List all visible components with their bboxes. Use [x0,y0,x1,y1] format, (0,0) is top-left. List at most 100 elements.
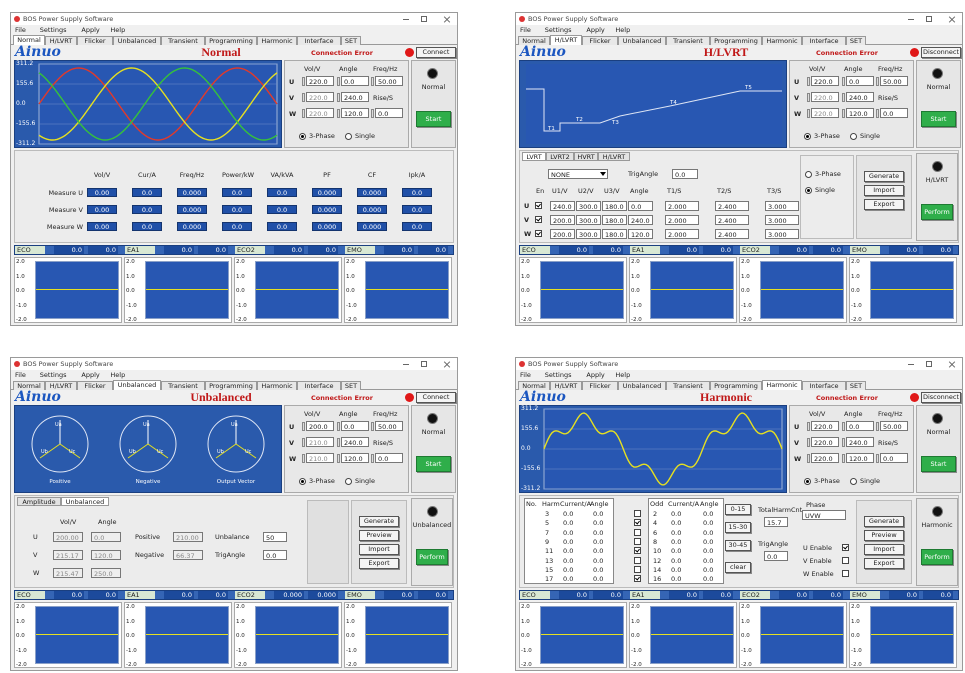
menu-item[interactable]: Settings [544,26,572,34]
spinner[interactable] [302,438,305,447]
spinner[interactable] [842,454,845,463]
tab[interactable]: Programming [205,381,257,390]
subtab[interactable]: H/LVRT [598,152,630,161]
input-box[interactable]: 240.0 [846,92,874,102]
spinner[interactable] [876,77,879,86]
button[interactable]: Generate [864,171,904,182]
menu-item[interactable]: Help [110,371,126,379]
checkbox[interactable] [634,565,641,573]
tab[interactable]: Interface [297,36,341,45]
maximize-button[interactable] [421,361,427,367]
select[interactable]: UVW [802,510,846,520]
action-button[interactable]: Start [416,456,451,472]
spinner[interactable] [371,454,374,463]
button[interactable]: Preview [864,530,904,541]
subtab[interactable]: HVRT [574,152,598,161]
spinner[interactable] [371,422,374,431]
button[interactable]: Export [864,199,904,210]
menu-item[interactable]: Apply [586,371,605,379]
tab[interactable]: Programming [710,36,762,45]
tab[interactable]: Normal [518,36,550,45]
input-box[interactable]: 0.0 [375,453,403,463]
input-box[interactable]: 2.000 [665,229,699,239]
input-box[interactable]: 66.37 [173,550,203,560]
tab[interactable]: Normal [13,35,45,45]
tab[interactable]: H/LVRT [45,36,77,45]
input-box[interactable]: 210.00 [173,532,203,542]
tab[interactable]: Unbalanced [113,36,161,45]
tab[interactable]: Transient [161,36,205,45]
action-button[interactable]: Start [416,111,451,127]
subtab[interactable]: LVRT2 [546,152,574,161]
tab[interactable]: Transient [161,381,205,390]
input-box[interactable]: 220.0 [306,108,334,118]
input-box[interactable]: 200.0 [306,421,334,431]
input-box[interactable]: 220.0 [811,453,839,463]
spinner[interactable] [807,422,810,431]
tab[interactable]: Interface [802,381,846,390]
input-box[interactable]: 0.0 [628,201,653,211]
spinner[interactable] [371,77,374,86]
input-box[interactable]: 200.0 [550,215,575,225]
input-box[interactable]: 220.0 [811,76,839,86]
input-box[interactable]: 15.7 [764,517,788,527]
tab[interactable]: Harmonic [257,381,297,390]
checkbox[interactable] [634,556,641,564]
minimize-button[interactable] [403,19,409,20]
subtab[interactable]: LVRT [522,152,546,161]
input-box[interactable]: 0.0 [764,551,788,561]
tab[interactable]: SET [846,381,866,390]
menu-item[interactable]: Settings [39,26,67,34]
input-box[interactable]: 0.0 [375,108,403,118]
button[interactable]: Import [864,185,904,196]
tab[interactable]: H/LVRT [45,381,77,390]
tab[interactable]: Harmonic [762,380,802,390]
spinner[interactable] [302,454,305,463]
input-box[interactable]: 120.0 [341,108,369,118]
spinner[interactable] [337,438,340,447]
tab[interactable]: Flicker [77,36,113,45]
input-box[interactable]: 50 [263,532,287,542]
checkbox[interactable] [634,537,641,545]
input-box[interactable]: 2.400 [715,201,749,211]
tab[interactable]: Flicker [582,381,618,390]
button[interactable]: Disconnect [921,47,961,58]
menu-item[interactable]: Help [615,26,631,34]
radio[interactable] [850,133,857,140]
input-box[interactable]: 3.000 [765,229,799,239]
select[interactable]: NONE [548,169,608,179]
button[interactable]: Disconnect [921,392,961,403]
menu-item[interactable]: Apply [586,26,605,34]
checkbox[interactable] [634,510,641,517]
checkbox[interactable] [535,216,542,223]
tab[interactable]: Transient [666,36,710,45]
subtab[interactable]: Amplitude [17,497,61,506]
tab[interactable]: Interface [802,36,846,45]
checkbox[interactable] [535,202,542,209]
input-box[interactable]: 250.0 [91,568,121,578]
spinner[interactable] [876,454,879,463]
button[interactable]: Generate [359,516,399,527]
button[interactable]: Connect [416,392,456,403]
spinner[interactable] [807,438,810,447]
spinner[interactable] [302,109,305,118]
button[interactable]: 30-45 [725,540,751,551]
input-box[interactable]: 0.0 [846,421,874,431]
spinner[interactable] [807,93,810,102]
spinner[interactable] [842,438,845,447]
tab[interactable]: H/LVRT [550,381,582,390]
button[interactable]: clear [725,562,751,573]
input-box[interactable]: 0.0 [846,76,874,86]
tab[interactable]: Harmonic [762,36,802,45]
button[interactable]: Generate [864,516,904,527]
spinner[interactable] [807,77,810,86]
spinner[interactable] [807,109,810,118]
menu-item[interactable]: Settings [544,371,572,379]
spinner[interactable] [337,109,340,118]
button[interactable]: 15-30 [725,522,751,533]
input-box[interactable]: 215.47 [53,568,83,578]
menu-item[interactable]: File [15,371,26,379]
checkbox[interactable] [634,547,641,555]
button[interactable]: Export [864,558,904,569]
tab[interactable]: Programming [205,36,257,45]
